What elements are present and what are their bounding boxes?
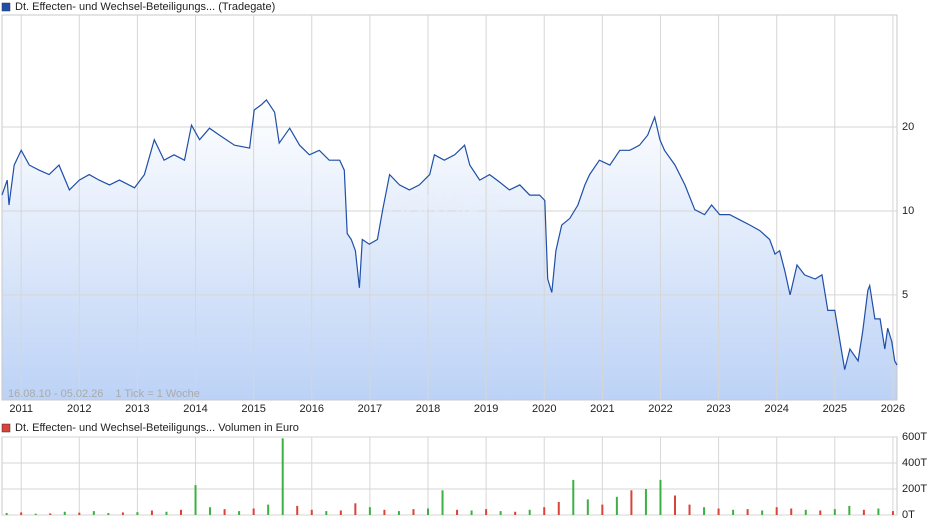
x-tick-label: 2017 — [358, 403, 382, 415]
x-tick-label: 2023 — [706, 403, 730, 415]
volume-bar — [790, 508, 793, 515]
volume-bar — [456, 509, 459, 515]
volume-bar — [732, 509, 735, 515]
x-tick-label: 2013 — [125, 403, 149, 415]
volume-bar — [383, 509, 386, 515]
volume-bar — [339, 510, 342, 515]
volume-bar — [180, 509, 182, 515]
legend-swatch — [1, 423, 11, 433]
y-tick-label: 400T — [902, 457, 927, 469]
volume-bar — [615, 496, 618, 515]
volume-bar — [310, 509, 313, 515]
volume-bar — [223, 509, 226, 515]
plot-frame — [1, 436, 898, 516]
volume-bar — [819, 510, 822, 515]
volume-bar — [775, 507, 778, 515]
volume-bar — [673, 495, 676, 515]
volume-bar — [165, 511, 168, 515]
volume-bar — [397, 511, 400, 515]
volume-bar — [572, 479, 575, 515]
volume-bar — [368, 507, 371, 515]
volume-bar — [528, 509, 531, 515]
x-tick-label: 2020 — [532, 403, 556, 415]
y-tick-label: 20 — [902, 121, 914, 133]
x-tick-label: 2016 — [300, 403, 324, 415]
volume-bar — [746, 509, 749, 515]
volume-bar — [325, 511, 328, 515]
volume-bar — [49, 513, 52, 515]
volume-bar — [644, 489, 647, 515]
volume-bar — [426, 508, 429, 515]
x-tick-label: 2019 — [474, 403, 498, 415]
volume-bar — [485, 509, 488, 515]
volume-bar — [761, 510, 764, 515]
volume-bar — [238, 511, 241, 515]
volume-bar — [848, 505, 851, 515]
area — [2, 99, 897, 401]
chart-title: Dt. Effecten- und Wechsel-Beteiligungs..… — [15, 422, 299, 434]
y-tick-label: 10 — [902, 205, 914, 217]
volume-bar — [20, 512, 23, 515]
x-tick-label: 2011 — [9, 403, 33, 415]
volume-bar — [209, 507, 212, 515]
volume-bar — [78, 512, 81, 515]
y-tick-label: 600T — [902, 431, 927, 443]
volume-bar — [543, 507, 546, 515]
volume-bar — [514, 511, 517, 515]
volume-bar — [194, 485, 197, 515]
x-tick-label: 2015 — [241, 403, 265, 415]
plot-frame — [1, 14, 898, 401]
volume-bar — [354, 503, 357, 515]
chart-title: Dt. Effecten- und Wechsel-Beteiligungs..… — [15, 1, 275, 13]
volume-bar — [877, 508, 880, 515]
price-line — [1, 98, 898, 370]
volume-bar — [557, 502, 560, 515]
volume-bar — [267, 504, 270, 515]
volume-bar — [630, 490, 633, 515]
x-tick-label: 2018 — [416, 403, 440, 415]
watermark: ARIVA.DE — [388, 190, 503, 217]
volume-bar — [281, 438, 284, 515]
volume-bar — [252, 508, 255, 515]
x-tick-label: 2025 — [823, 403, 847, 415]
volume-bar — [107, 513, 110, 515]
volume-bar — [150, 510, 153, 515]
x-tick-label: 2012 — [67, 403, 91, 415]
volume-bar — [703, 507, 706, 515]
y-tick-label: 5 — [902, 289, 908, 301]
volume-bar — [804, 509, 807, 515]
legend-swatch — [1, 2, 11, 12]
volume-bar — [717, 508, 720, 515]
volume-bar — [63, 511, 66, 515]
x-tick-label: 2014 — [183, 403, 207, 415]
x-tick-label: 2022 — [648, 403, 672, 415]
volume-bar — [5, 513, 8, 515]
volume-bar — [296, 505, 299, 515]
volume-bar — [121, 512, 124, 515]
y-tick-label: 0T — [902, 509, 915, 521]
x-tick-label: 2024 — [764, 403, 788, 415]
y-tick-label: 200T — [902, 483, 927, 495]
volume-bar — [499, 511, 502, 515]
tick-note: 1 Tick = 1 Woche — [115, 388, 199, 400]
volume-bar — [833, 509, 836, 515]
volume-bar — [441, 490, 444, 515]
volume-bar — [34, 513, 37, 515]
volume-bar — [470, 510, 473, 515]
volume-bar — [136, 512, 139, 515]
volume-bar — [601, 504, 604, 515]
x-tick-label: 2026 — [881, 403, 905, 415]
volume-bar — [659, 479, 662, 515]
period-note: 16.08.10 - 05.02.26 — [8, 388, 103, 400]
volume-bar — [586, 499, 589, 515]
x-tick-label: 2021 — [590, 403, 614, 415]
volume-bar — [412, 509, 415, 515]
volume-bar — [688, 504, 691, 515]
volume-bar — [891, 511, 894, 515]
volume-bar — [92, 511, 95, 515]
volume-bar — [862, 509, 865, 515]
